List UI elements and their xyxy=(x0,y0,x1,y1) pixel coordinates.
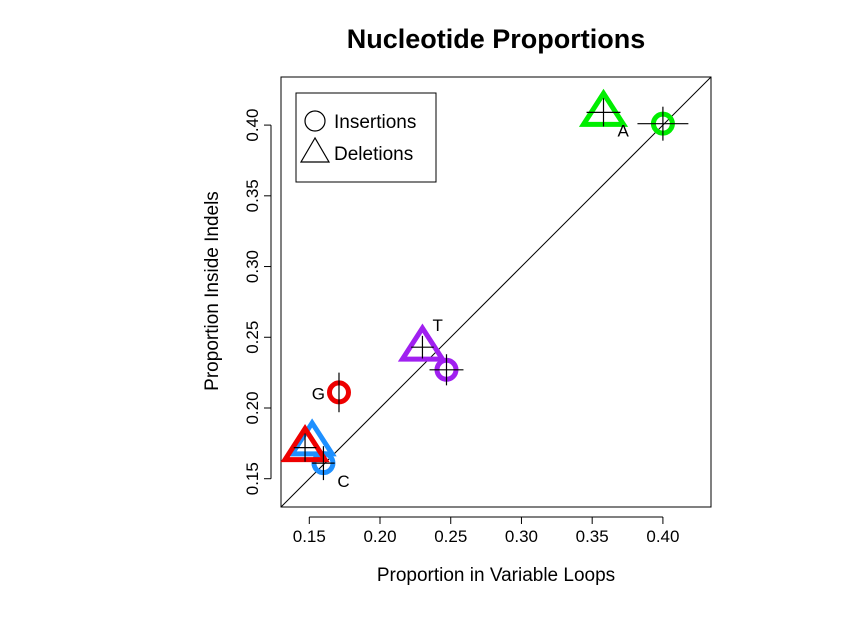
deletion-point-C xyxy=(287,418,337,457)
plot-frame xyxy=(280,76,712,508)
legend-triangle-icon xyxy=(299,136,331,163)
legend-label-deletions: Deletions xyxy=(334,144,413,165)
plot-area: 0.15 0.20 0.25 0.30 0.35 0.40 0.15 0.20 0.25 0.30… xyxy=(243,76,712,546)
x-axis-label: Proportion in Variable Loops xyxy=(377,565,615,586)
x-tick-label: 0.20 xyxy=(363,527,396,546)
point-label-C: C xyxy=(337,472,349,491)
deletion-point-T xyxy=(397,323,448,362)
x-tick-label: 0.40 xyxy=(646,527,679,546)
legend-circle-icon xyxy=(304,110,326,132)
y-tick-label: 0.25 xyxy=(243,321,262,354)
y-tick-label: 0.35 xyxy=(243,179,262,212)
chart-title: Nucleotide Proportions xyxy=(347,24,646,54)
legend-label-insertions: Insertions xyxy=(334,112,416,133)
point-label-T: T xyxy=(432,316,442,335)
y-tick-label: 0.15 xyxy=(243,462,262,495)
y-tick-label: 0.40 xyxy=(243,109,262,142)
y-tick-label: 0.30 xyxy=(243,250,262,283)
y-tick-label: 0.20 xyxy=(243,391,262,424)
identity-line xyxy=(280,76,712,508)
y-axis-label: Proportion Inside Indels xyxy=(202,191,223,391)
point-label-G: G xyxy=(312,384,325,403)
x-tick-label: 0.15 xyxy=(293,527,326,546)
legend-box xyxy=(295,92,437,183)
point-label-A: A xyxy=(618,121,630,140)
x-tick-label: 0.35 xyxy=(576,527,609,546)
legend: Insertions Deletions xyxy=(295,92,437,183)
x-tick-label: 0.25 xyxy=(434,527,467,546)
x-tick-label: 0.30 xyxy=(505,527,538,546)
